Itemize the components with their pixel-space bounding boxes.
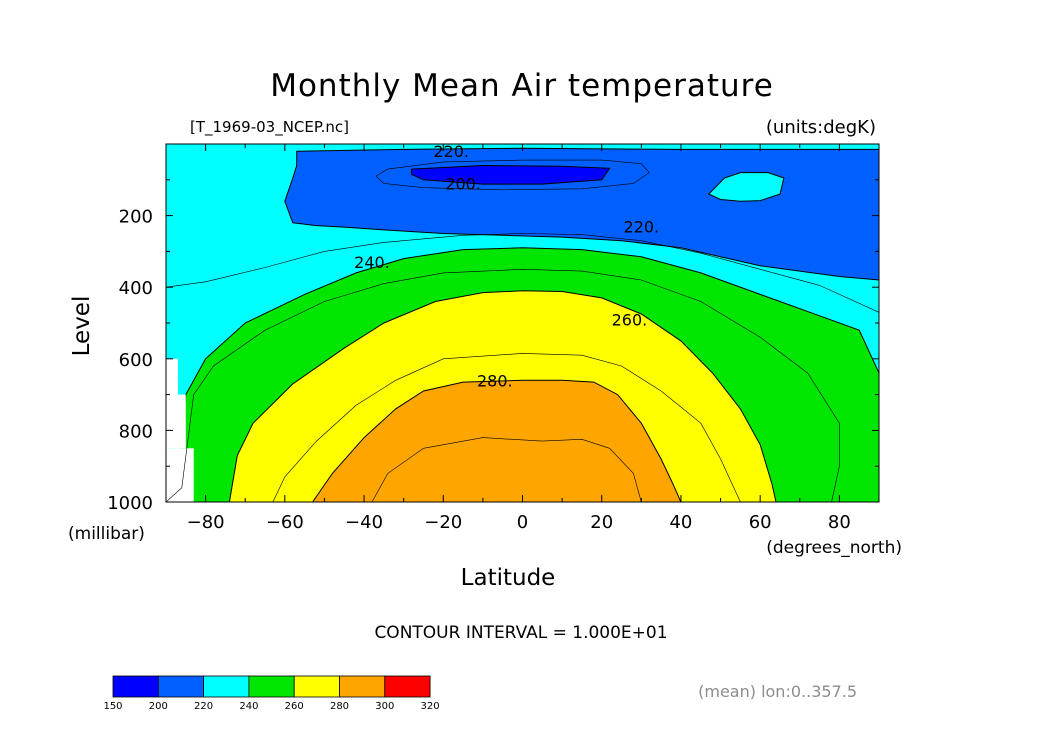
x-tick-label: 20 (590, 512, 613, 533)
colorbar: 150 200 220 240 260 280 300 320 (103, 675, 440, 712)
colorbar-swatch (339, 675, 386, 698)
mean-note: (mean) lon:0..357.5 (698, 682, 857, 701)
y-axis-label: Level (69, 296, 95, 357)
colorbar-swatch (293, 675, 340, 698)
x-tick-label: 60 (749, 512, 772, 533)
filled-regions (166, 144, 879, 502)
contour-label: 280. (477, 371, 513, 390)
contour-label: 260. (612, 310, 648, 329)
contour-line-270 (272, 353, 741, 502)
y-tick-label: 200 (119, 207, 153, 228)
x-tick-label: 0 (517, 512, 528, 533)
colorbar-swatch (112, 675, 159, 698)
contour-labels: 220. 200. 220. 240. 260. 280. (354, 142, 659, 390)
x-tick-label: 40 (669, 512, 692, 533)
colorbar-label: 320 (421, 701, 440, 712)
contour-lines (166, 159, 879, 502)
missing-data-strip (166, 394, 186, 449)
y-tick-label: 1000 (107, 493, 153, 514)
file-label: [T_1969-03_NCEP.nc] (190, 118, 349, 137)
contour-label: 240. (354, 253, 390, 272)
colorbar-label: 280 (330, 701, 349, 712)
region-orange-280-300 (311, 379, 682, 502)
colorbar-swatch (157, 675, 205, 698)
x-tick-label: −80 (187, 512, 225, 533)
units-label: (units:degK) (766, 117, 876, 138)
chart-title: Monthly Mean Air temperature (270, 68, 774, 104)
contour-label: 220. (624, 217, 660, 236)
colorbar-label: 260 (285, 701, 304, 712)
y-tick-label: 800 (119, 421, 153, 442)
contour-line-230 (166, 233, 879, 313)
contour-line-250 (166, 268, 840, 502)
contour-line-290 (371, 437, 642, 502)
colorbar-label: 200 (149, 701, 168, 712)
y-tick-label: 400 (119, 278, 153, 299)
colorbar-label: 150 (103, 701, 122, 712)
region-cyan-hole-high-lat (707, 172, 785, 202)
colorbar-label: 220 (194, 701, 213, 712)
x-units-label: (degrees_north) (766, 538, 902, 558)
x-axis: −80 −60 −40 −20 0 20 40 60 80 (165, 144, 880, 533)
colorbar-swatch (384, 675, 431, 698)
region-dark-blue-below-200 (411, 164, 611, 185)
contour-line-210 (375, 159, 650, 191)
x-tick-label: −40 (345, 512, 383, 533)
contour-label: 200. (445, 174, 481, 193)
x-tick-label: −60 (266, 512, 304, 533)
y-tick-label: 600 (119, 350, 153, 371)
y-axis: 200 400 600 800 1000 (107, 179, 879, 514)
x-tick-label: 80 (828, 512, 851, 533)
contour-label: 220. (433, 142, 469, 161)
missing-data-strip (166, 448, 194, 502)
y-units-label: (millibar) (68, 524, 145, 544)
missing-data-strip (166, 358, 178, 395)
colorbar-label: 300 (375, 701, 394, 712)
colorbar-swatch (248, 675, 295, 698)
colorbar-label: 240 (239, 701, 258, 712)
x-tick-label: −20 (424, 512, 462, 533)
x-axis-label: Latitude (461, 565, 556, 591)
colorbar-swatch (203, 675, 250, 698)
contour-interval-text: CONTOUR INTERVAL = 1.000E+01 (374, 623, 667, 643)
